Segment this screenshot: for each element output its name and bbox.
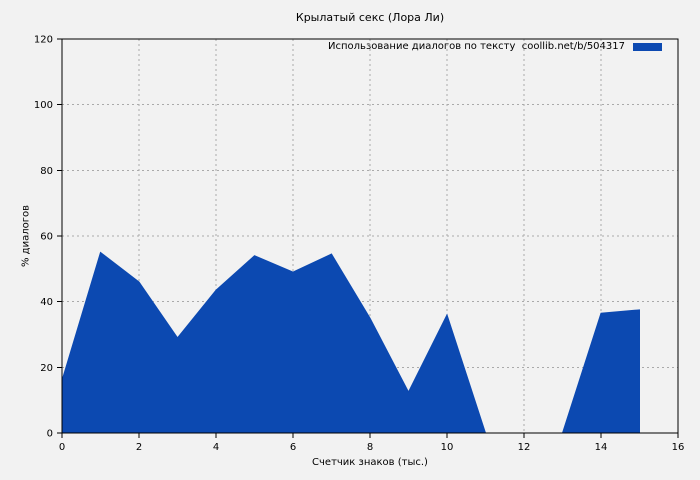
y-tick-label: 40 xyxy=(40,297,53,308)
legend-label: Использование диалогов по тексту coollib… xyxy=(328,41,625,52)
y-tick-label: 60 xyxy=(40,232,53,243)
x-tick-label: 0 xyxy=(59,442,65,453)
y-tick-label: 20 xyxy=(40,363,53,374)
y-tick-label: 100 xyxy=(34,100,53,111)
y-tick-label: 80 xyxy=(40,166,53,177)
chart-title: Крылатый секс (Лора Ли) xyxy=(295,11,445,24)
legend-color-swatch xyxy=(633,42,662,51)
x-tick-label: 16 xyxy=(672,442,685,453)
x-tick-label: 6 xyxy=(290,442,296,453)
legend: Использование диалогов по тексту coollib… xyxy=(328,40,662,53)
y-tick-label: 120 xyxy=(34,35,53,46)
x-tick-label: 10 xyxy=(441,442,454,453)
x-tick-label: 2 xyxy=(136,442,142,453)
x-tick-label: 4 xyxy=(213,442,219,453)
x-tick-label: 8 xyxy=(367,442,373,453)
y-tick-label: 0 xyxy=(47,429,53,440)
x-tick-label: 12 xyxy=(518,442,531,453)
x-axis-label: Счетчик знаков (тыс.) xyxy=(312,457,428,468)
area-series xyxy=(61,251,640,434)
x-tick-label: 14 xyxy=(595,442,608,453)
